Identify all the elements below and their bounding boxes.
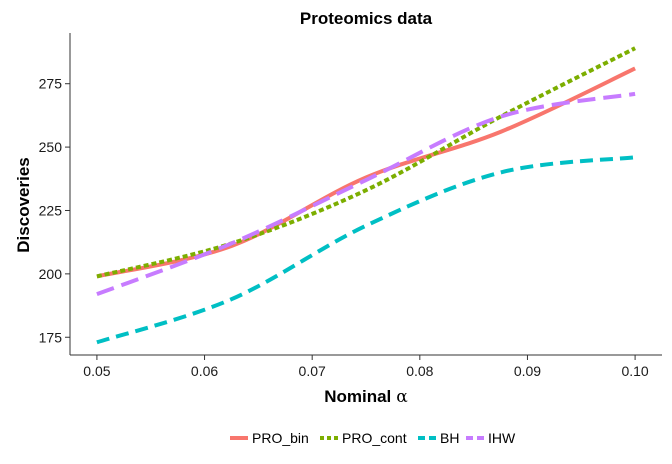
y-tick-label: 275 [39, 76, 63, 92]
series-line-ihw [96, 91, 636, 297]
x-axis-title-symbol: α [396, 387, 408, 407]
x-axis-title-text: Nominal [324, 387, 391, 406]
series-line-bh [96, 155, 636, 345]
x-tick-label: 0.08 [406, 363, 433, 379]
x-tick-label: 0.09 [514, 363, 541, 379]
legend-label: IHW [488, 430, 516, 446]
y-tick-label: 225 [39, 202, 63, 218]
y-tick-label: 200 [39, 266, 63, 282]
x-tick-label: 0.07 [299, 363, 326, 379]
legend-label: PRO_cont [342, 430, 407, 446]
x-tick-label: 0.10 [621, 363, 648, 379]
series-lines [96, 46, 636, 345]
x-tick-label: 0.06 [191, 363, 218, 379]
series-line-pro-cont [96, 46, 636, 279]
chart-title: Proteomics data [300, 9, 433, 28]
x-axis-title: Nominal α [324, 387, 408, 407]
legend-label: PRO_bin [252, 430, 309, 446]
x-tick-label: 0.05 [83, 363, 110, 379]
y-axis-ticks: 175 200 225 250 275 [39, 76, 70, 345]
y-tick-label: 175 [39, 329, 63, 345]
legend: PRO_bin PRO_cont BH IHW [230, 430, 516, 446]
y-tick-label: 250 [39, 139, 63, 155]
legend-label: BH [440, 430, 459, 446]
plot-area: 175 200 225 250 275 0.05 0.06 0.07 0.08 0.09 0.10 [39, 33, 662, 379]
series-line-pro-bin [96, 66, 636, 279]
y-axis-title: Discoveries [14, 157, 33, 252]
x-axis-ticks: 0.05 0.06 0.07 0.08 0.09 0.10 [83, 355, 649, 379]
